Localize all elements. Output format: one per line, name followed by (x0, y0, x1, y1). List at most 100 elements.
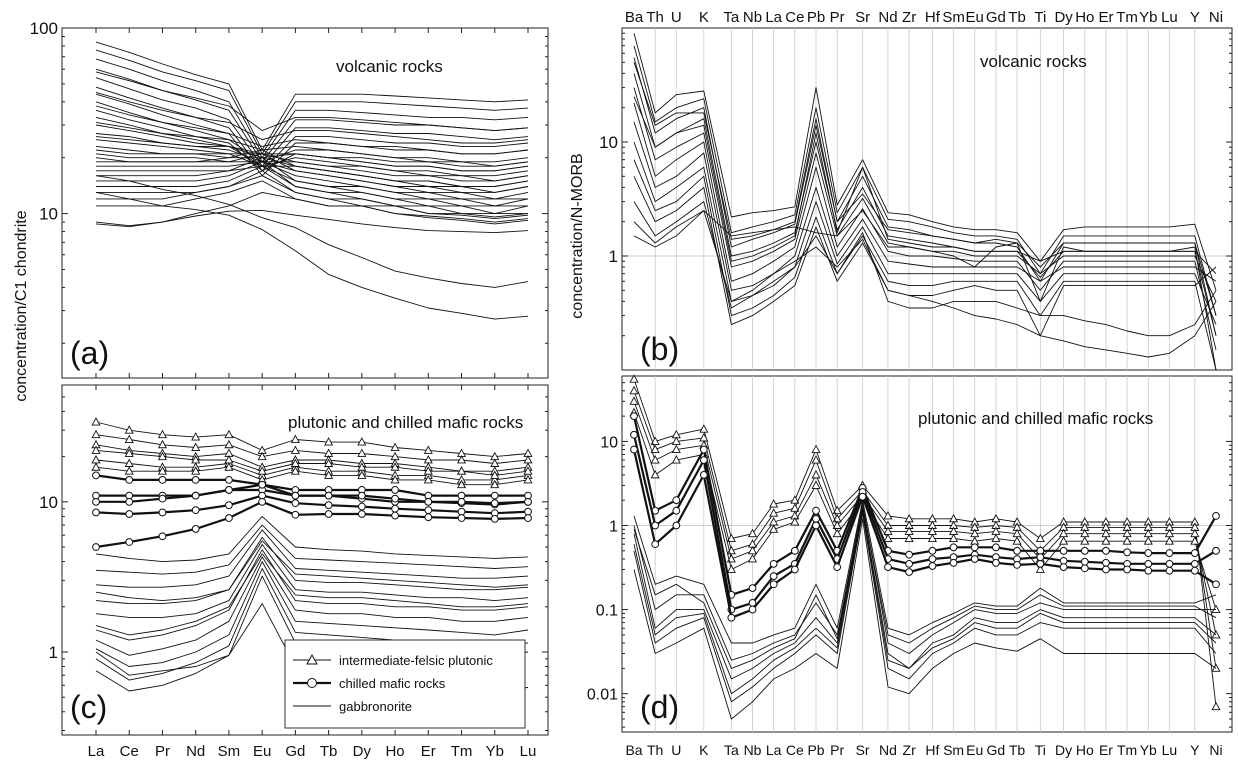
data-point-circle (1144, 549, 1153, 557)
data-point-circle (391, 504, 399, 513)
series-line (633, 121, 1217, 291)
series-line (95, 561, 529, 667)
series-line (95, 124, 529, 177)
data-point-circle (769, 559, 778, 568)
data-point-circle (630, 412, 638, 421)
x-category-label: Sm (943, 742, 964, 758)
panel-a: 10 100 volcanic rocks (a) concentration/C1 c… (13, 19, 549, 402)
data-point-triangle (726, 533, 736, 542)
data-point-triangle (927, 533, 937, 542)
x-category-label: Sr (855, 9, 870, 26)
data-point-circle (905, 568, 914, 576)
y-tick-label: 10 (39, 205, 58, 224)
y-tick-label: 1 (609, 247, 618, 266)
data-point-circle (1080, 557, 1089, 566)
x-category-label: Yb (1139, 9, 1157, 26)
x-category-label: Zr (902, 9, 916, 26)
data-point-triangle (629, 374, 639, 383)
data-point-circle (291, 510, 300, 519)
data-point-circle (191, 506, 200, 515)
panel-label: (b) (640, 331, 679, 367)
series-line (95, 133, 529, 182)
x-category-label: Gd (285, 743, 305, 760)
data-point-triangle (883, 510, 893, 520)
data-point-triangle (390, 462, 400, 471)
y-tick-label: 1 (49, 643, 58, 662)
plot-frame-c (61, 384, 549, 736)
data-point-circle (1036, 546, 1045, 555)
series-line (95, 93, 529, 177)
x-category-label: Nd (186, 743, 205, 760)
legend-circle-icon (307, 678, 317, 688)
data-point-triangle (1080, 536, 1090, 545)
data-point-circle (1102, 558, 1110, 567)
data-point-circle (884, 563, 892, 572)
x-category-label: Lu (520, 743, 537, 760)
data-point-triangle (290, 458, 300, 467)
x-category-label: K (699, 9, 709, 26)
data-point-triangle (832, 505, 842, 515)
x-category-label: Eu (966, 9, 984, 26)
y-tick-label: 10 (600, 434, 618, 451)
series-line (633, 102, 1217, 351)
panel-annotation: volcanic rocks (980, 52, 1087, 71)
x-category-label: Th (647, 742, 663, 758)
data-point-triangle (91, 462, 101, 471)
data-point-triangle (224, 439, 234, 449)
data-point-triangle (324, 470, 334, 479)
x-category-label: U (671, 9, 682, 26)
x-category-label: Pr (830, 742, 844, 758)
data-point-circle (158, 508, 167, 517)
x-category-label: Er (1099, 742, 1113, 758)
series-line (95, 474, 528, 497)
series-line (95, 209, 529, 234)
data-point-circle (258, 497, 267, 506)
data-point-circle (699, 445, 708, 454)
data-point-circle (424, 497, 433, 506)
data-point-circle (357, 502, 366, 511)
data-point-triangle (790, 495, 800, 504)
x-category-label: Ba (625, 9, 644, 26)
x-category-label: Ba (625, 742, 642, 758)
data-point-circle (970, 543, 979, 552)
panel-c: 1 10 La Ce Pr Nd Sm Eu Gd Tb Dy Ho Er Tm Yb Lu plutonic … (39, 384, 549, 760)
x-category-label: Ce (120, 743, 139, 760)
series-line (95, 466, 529, 486)
data-point-circle (391, 486, 399, 494)
data-point-circle (790, 565, 799, 574)
series-line (96, 170, 529, 218)
data-point-triangle (423, 474, 433, 484)
series-line (95, 191, 529, 227)
data-point-circle (928, 555, 937, 563)
data-point-triangle (191, 432, 201, 441)
x-category-label: Eu (253, 743, 271, 760)
series-line (95, 86, 529, 172)
data-point-triangle (157, 439, 168, 449)
data-point-triangle (1035, 533, 1045, 542)
data-point-circle (158, 532, 167, 541)
data-point-triangle (832, 528, 842, 538)
series-line (633, 201, 1217, 337)
legend-label: gabbronorite (339, 699, 412, 714)
data-point-triangle (390, 474, 400, 484)
data-point-circle (928, 546, 937, 555)
y-tick-label: 10 (39, 493, 58, 512)
data-point-triangle (224, 462, 234, 471)
data-point-circle (1190, 566, 1199, 575)
x-category-label: Nd (878, 9, 897, 26)
data-point-triangle (423, 445, 433, 454)
data-point-circle (790, 546, 799, 555)
data-point-triangle (1122, 536, 1132, 545)
data-point-triangle (650, 444, 660, 454)
x-category-label: Er (421, 743, 436, 760)
data-point-triangle (747, 528, 758, 538)
data-point-circle (92, 508, 100, 517)
data-point-circle (291, 491, 300, 500)
y-axis-label: concentration/C1 chondrite (13, 210, 30, 401)
series-line (633, 141, 1217, 325)
data-point-triangle (91, 429, 101, 439)
data-point-triangle (490, 479, 500, 489)
data-point-triangle (811, 480, 821, 489)
legend-label: intermediate-felsic plutonic (339, 653, 493, 668)
